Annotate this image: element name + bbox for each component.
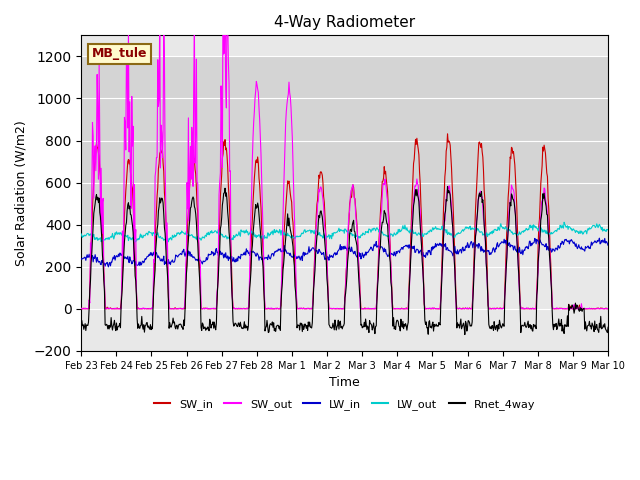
Title: 4-Way Radiometer: 4-Way Radiometer [274, 15, 415, 30]
X-axis label: Time: Time [329, 376, 360, 389]
Legend: SW_in, SW_out, LW_in, LW_out, Rnet_4way: SW_in, SW_out, LW_in, LW_out, Rnet_4way [149, 395, 540, 415]
Y-axis label: Solar Radiation (W/m2): Solar Radiation (W/m2) [15, 120, 28, 266]
Bar [81, 56, 608, 225]
Text: MB_tule: MB_tule [92, 48, 147, 60]
